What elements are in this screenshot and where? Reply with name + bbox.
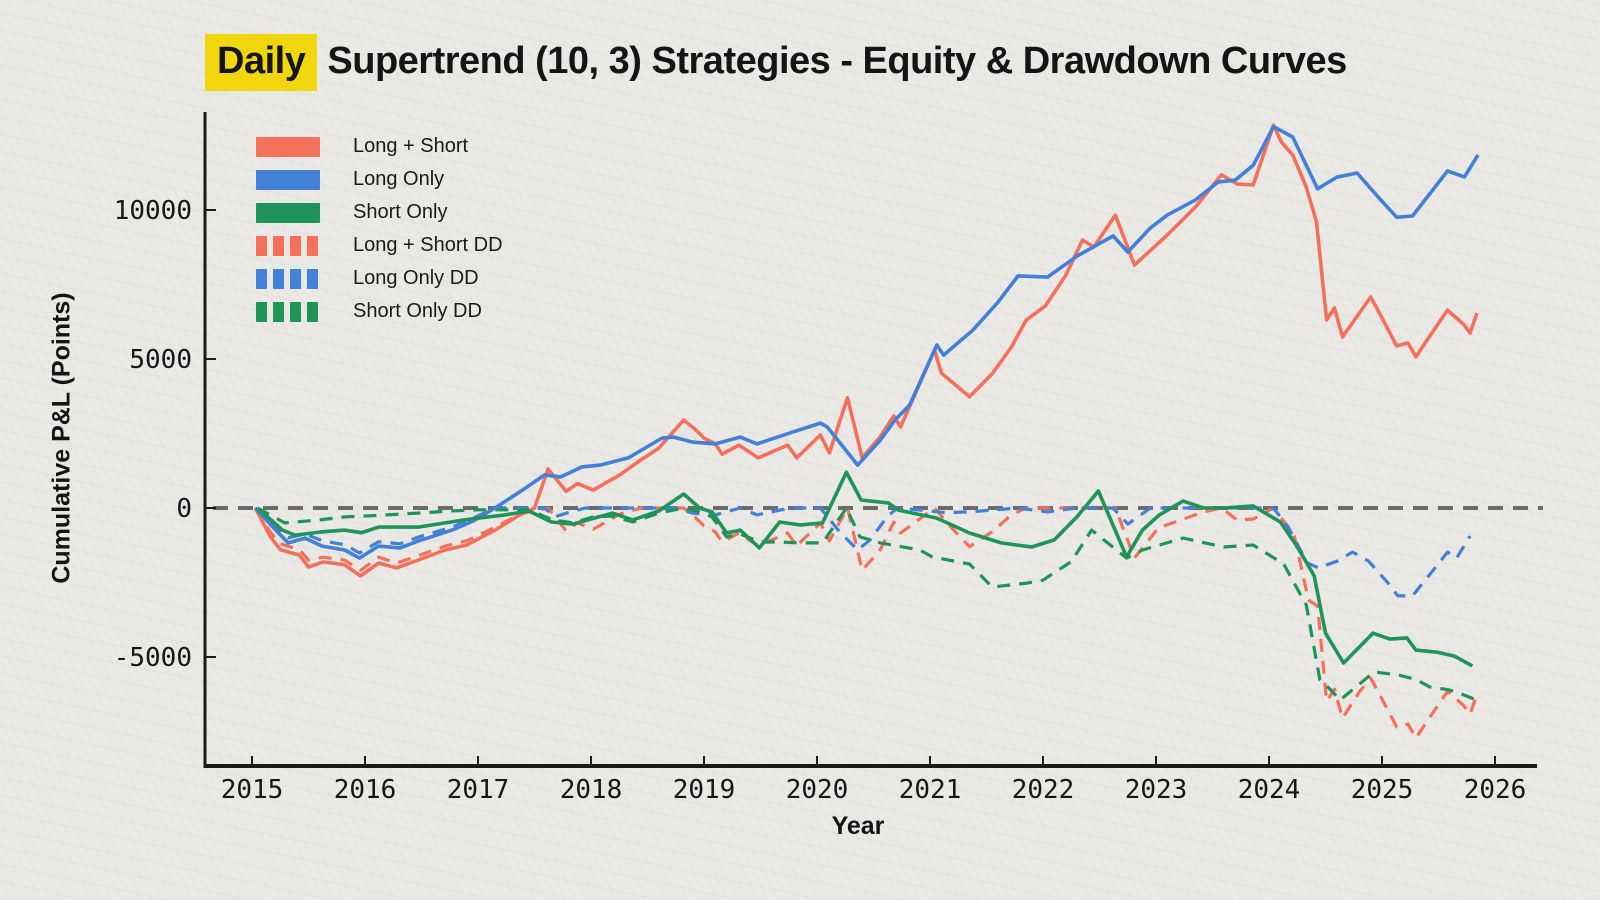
legend-swatch-dashed	[256, 268, 320, 289]
x-tick-label: 2018	[560, 775, 623, 805]
x-tick-label: 2022	[1012, 775, 1075, 805]
y-tick-label: 5000	[129, 345, 192, 375]
chart-title: Daily Supertrend (10, 3) Strategies - Eq…	[205, 34, 1347, 91]
legend-item-1: Long + Short	[256, 130, 503, 163]
legend-label: Long + Short	[353, 135, 469, 157]
series-line-long-only	[254, 124, 1480, 560]
x-tick-label: 2015	[221, 775, 284, 805]
legend-swatch-dashed	[256, 235, 320, 256]
legend-swatch-solid	[256, 169, 320, 190]
legend-swatch-solid	[256, 202, 320, 223]
legend-item-3: Short Only	[256, 196, 503, 229]
series-line-long-only-dd	[254, 506, 1472, 598]
legend-item-5: Long Only DD	[256, 262, 503, 295]
legend-item-2: Long Only	[256, 163, 503, 196]
legend-swatch-dashed	[256, 301, 320, 322]
series-line-short-only	[256, 470, 1474, 668]
x-tick-label: 2026	[1464, 775, 1527, 805]
x-axis-label: Year	[831, 812, 885, 840]
legend-label: Long Only	[353, 168, 445, 190]
x-tick-label: 2017	[447, 775, 510, 805]
series-line-long-short	[253, 123, 1479, 578]
x-tick-label: 2023	[1125, 775, 1188, 805]
legend-item-4: Long + Short DD	[256, 229, 503, 262]
legend-label: Short Only DD	[353, 300, 482, 322]
x-tick-label: 2019	[673, 775, 736, 805]
x-tick-label: 2025	[1351, 775, 1414, 805]
x-tick-label: 2016	[334, 775, 397, 805]
title-highlight: Daily	[205, 34, 318, 91]
legend-label: Long Only DD	[353, 267, 479, 289]
title-rest: Supertrend (10, 3) Strategies - Equity &…	[317, 40, 1347, 82]
y-axis-label: Cumulative P&L (Points)	[47, 292, 76, 584]
legend-label: Short Only	[353, 201, 448, 223]
x-tick-label: 2020	[786, 775, 849, 805]
x-tick-label: 2024	[1238, 775, 1301, 805]
y-tick-label: 0	[176, 494, 192, 524]
x-tick-label: 2021	[899, 775, 962, 805]
legend-item-6: Short Only DD	[256, 295, 503, 328]
legend: Long + Short Long Only Short Only Long + Sh…	[256, 130, 503, 328]
legend-label: Long + Short DD	[353, 234, 503, 256]
y-tick-label: 10000	[114, 196, 192, 226]
legend-swatch-solid	[256, 136, 320, 157]
series-line-long-short-dd	[254, 506, 1479, 740]
y-tick-label: -5000	[114, 643, 192, 673]
